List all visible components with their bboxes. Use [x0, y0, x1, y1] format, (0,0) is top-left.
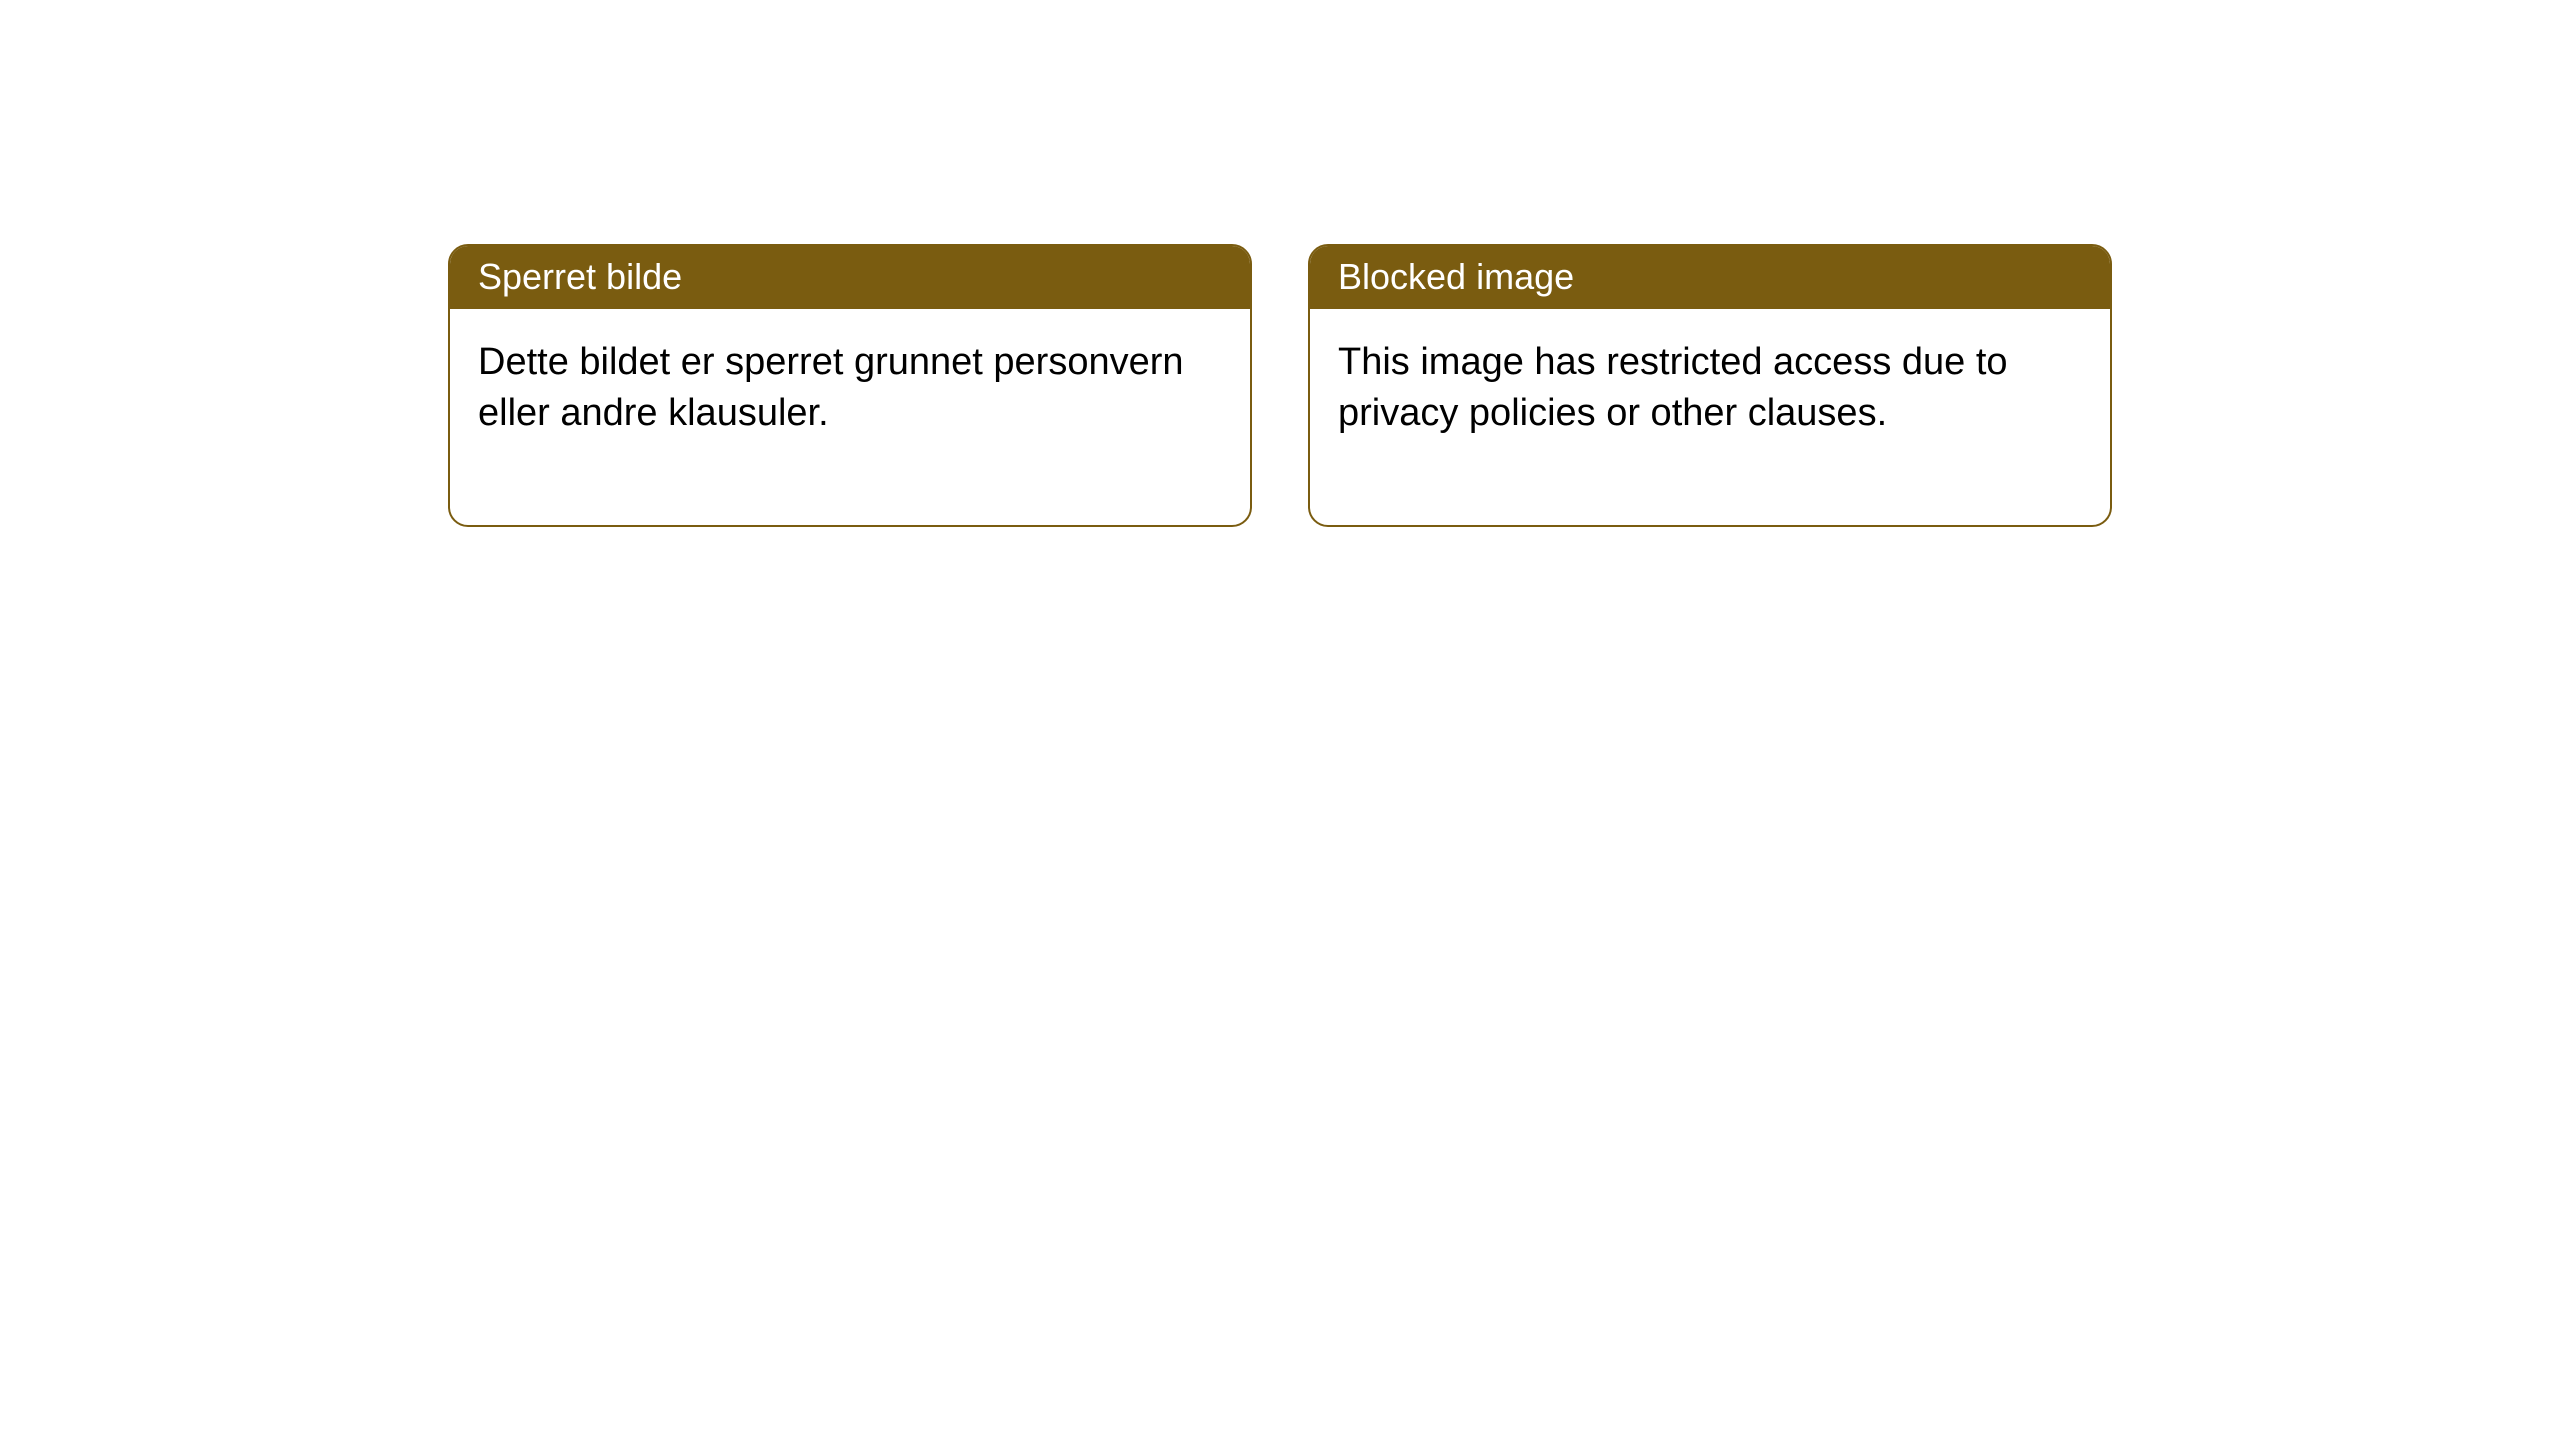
notice-body: This image has restricted access due to …: [1310, 309, 2110, 525]
notice-body: Dette bildet er sperret grunnet personve…: [450, 309, 1250, 525]
notice-header: Blocked image: [1310, 246, 2110, 309]
notice-card-norwegian: Sperret bilde Dette bildet er sperret gr…: [448, 244, 1252, 527]
notice-container: Sperret bilde Dette bildet er sperret gr…: [0, 0, 2560, 527]
notice-header: Sperret bilde: [450, 246, 1250, 309]
notice-card-english: Blocked image This image has restricted …: [1308, 244, 2112, 527]
